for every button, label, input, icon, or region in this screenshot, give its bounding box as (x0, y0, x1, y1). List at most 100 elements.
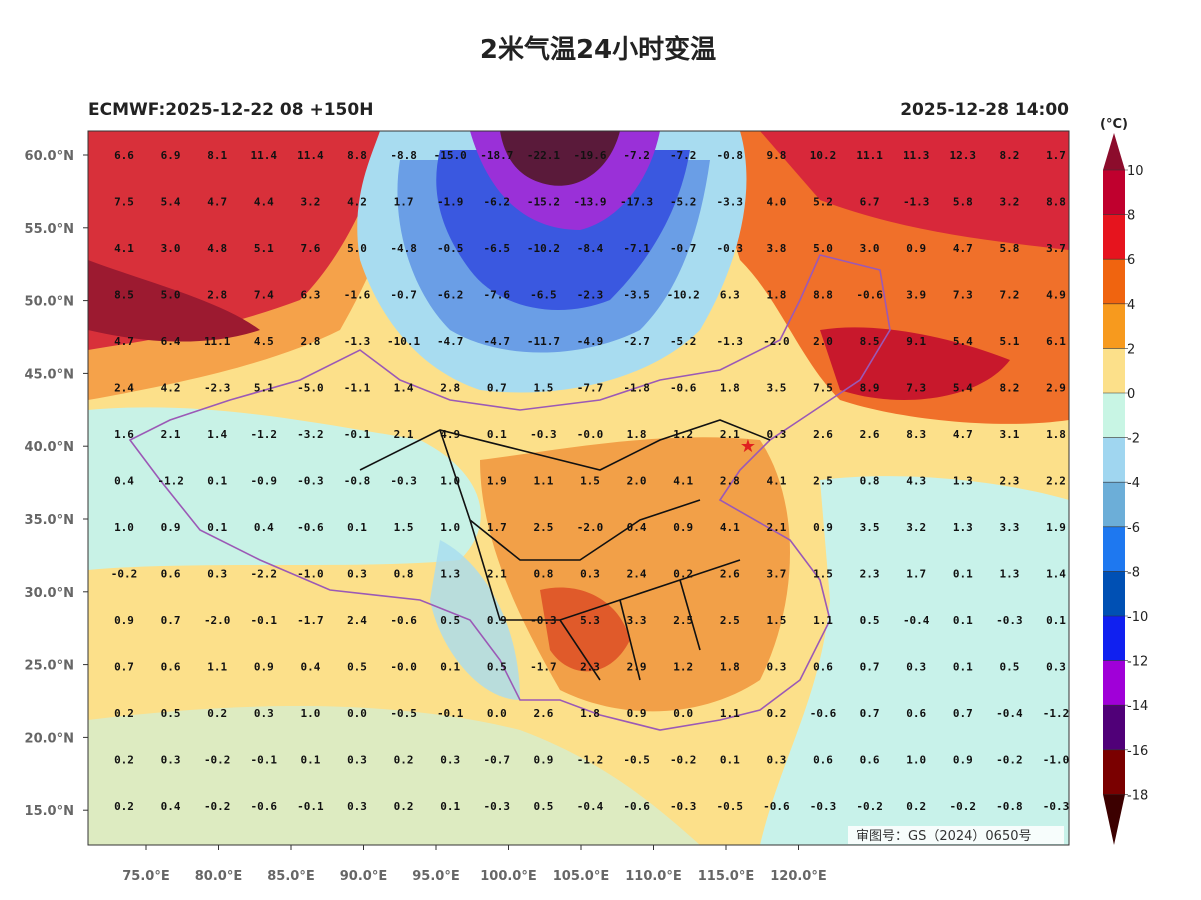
grid-value: 7.3 (953, 289, 973, 302)
grid-value: 0.2 (207, 707, 227, 720)
grid-value: -0.7 (670, 242, 697, 255)
grid-value: -0.8 (717, 149, 744, 162)
grid-value: -0.0 (390, 661, 417, 674)
grid-value: 3.5 (860, 521, 880, 534)
colorbar-band (1103, 214, 1125, 260)
grid-value: 0.9 (906, 242, 926, 255)
grid-value: -0.6 (251, 800, 278, 813)
grid-value: -1.9 (437, 196, 464, 209)
grid-value: -0.2 (204, 800, 231, 813)
grid-value: 1.9 (487, 475, 507, 488)
grid-value: -0.7 (484, 754, 511, 767)
grid-value: -7.2 (670, 149, 697, 162)
colorbar-label: -4 (1127, 476, 1140, 491)
grid-value: 2.5 (673, 614, 693, 627)
grid-value: 0.6 (813, 661, 833, 674)
grid-value: 6.3 (300, 289, 320, 302)
grid-value: -0.2 (856, 800, 883, 813)
grid-value: 0.9 (953, 754, 973, 767)
grid-value: -0.5 (390, 707, 417, 720)
grid-value: 0.9 (813, 521, 833, 534)
grid-value: 2.8 (720, 475, 740, 488)
grid-value: 6.7 (860, 196, 880, 209)
grid-value: -6.5 (530, 289, 557, 302)
grid-value: 0.1 (487, 428, 507, 441)
grid-value: 2.6 (860, 428, 880, 441)
grid-value: 0.3 (254, 707, 274, 720)
grid-value: 0.4 (114, 475, 134, 488)
colorbar-label: -10 (1127, 610, 1148, 625)
grid-value: 1.8 (766, 289, 786, 302)
grid-value: 0.4 (254, 521, 274, 534)
grid-value: 0.3 (347, 754, 367, 767)
grid-value: -22.1 (527, 149, 560, 162)
grid-value: 0.3 (906, 661, 926, 674)
grid-value: 1.0 (440, 475, 460, 488)
grid-value: -15.0 (434, 149, 467, 162)
colorbar-band (1103, 616, 1125, 661)
grid-value: -0.3 (717, 242, 744, 255)
model-run: ECMWF:2025-12-22 08 +150H (88, 100, 373, 120)
grid-value: -0.2 (670, 754, 697, 767)
colorbar-label: 10 (1127, 164, 1144, 179)
grid-value: 2.3 (860, 568, 880, 581)
grid-value: -8.4 (577, 242, 604, 255)
grid-value: 2.1 (394, 428, 414, 441)
grid-value: 2.8 (300, 335, 320, 348)
grid-value: 0.3 (207, 568, 227, 581)
grid-value: 0.1 (953, 661, 973, 674)
colorbar-label: -2 (1127, 432, 1140, 447)
grid-value: 5.4 (161, 196, 181, 209)
grid-value: 1.7 (487, 521, 507, 534)
grid-value: 2.1 (720, 428, 740, 441)
grid-value: 4.7 (207, 196, 227, 209)
lat-tick-label: 20.0°N (25, 731, 74, 746)
grid-value: -0.0 (577, 428, 604, 441)
grid-value: 0.7 (114, 661, 134, 674)
grid-value: -0.2 (950, 800, 977, 813)
grid-value: 8.9 (860, 382, 880, 395)
grid-value: -8.8 (390, 149, 417, 162)
grid-value: -0.5 (717, 800, 744, 813)
grid-value: -1.6 (344, 289, 371, 302)
grid-value: 2.3 (999, 475, 1019, 488)
lon-tick-label: 100.0°E (480, 869, 537, 884)
colorbar-band (1103, 705, 1125, 750)
colorbar-band (1103, 259, 1125, 304)
colorbar-band (1103, 526, 1125, 572)
lat-tick-label: 25.0°N (25, 659, 74, 674)
lat-tick-label: 50.0°N (25, 295, 74, 310)
grid-value: -0.4 (577, 800, 604, 813)
grid-value: 0.2 (906, 800, 926, 813)
grid-value: 12.3 (950, 149, 977, 162)
grid-value: 3.7 (766, 568, 786, 581)
grid-value: 3.5 (766, 382, 786, 395)
grid-value: 0.1 (720, 754, 740, 767)
colorbar-unit: (°C) (1100, 117, 1128, 132)
grid-value: -0.3 (996, 614, 1023, 627)
grid-value: 2.5 (813, 475, 833, 488)
grid-value: 5.1 (999, 335, 1019, 348)
grid-value: -0.1 (437, 707, 464, 720)
grid-value: 1.0 (906, 754, 926, 767)
grid-value: 1.1 (720, 707, 740, 720)
grid-value: 1.7 (394, 196, 414, 209)
grid-value: 1.6 (114, 428, 134, 441)
grid-value: 0.6 (813, 754, 833, 767)
grid-value: -2.3 (204, 382, 231, 395)
grid-value: 5.8 (953, 196, 973, 209)
grid-value: 0.1 (953, 568, 973, 581)
grid-value: 0.2 (766, 707, 786, 720)
colorbar-label: -6 (1127, 521, 1140, 536)
grid-value: 0.5 (161, 707, 181, 720)
grid-value: 1.8 (720, 661, 740, 674)
grid-value: 0.9 (254, 661, 274, 674)
grid-value: 0.5 (860, 614, 880, 627)
colorbar-band (1103, 348, 1125, 393)
grid-value: -0.3 (810, 800, 837, 813)
grid-value: -0.6 (390, 614, 417, 627)
map-approval: 审图号：GS（2024）0650号 (856, 829, 1032, 844)
grid-value: 0.2 (394, 754, 414, 767)
grid-value: 4.9 (1046, 289, 1066, 302)
grid-value: 4.7 (953, 428, 973, 441)
